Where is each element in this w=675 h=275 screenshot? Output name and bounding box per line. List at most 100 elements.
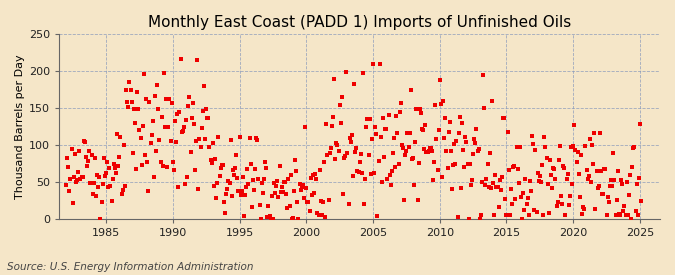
Point bbox=[387, 169, 398, 173]
Point bbox=[253, 177, 264, 181]
Point bbox=[236, 189, 247, 194]
Point bbox=[63, 165, 74, 169]
Point bbox=[270, 191, 281, 195]
Point bbox=[104, 166, 115, 171]
Point bbox=[487, 99, 497, 103]
Point bbox=[116, 192, 127, 196]
Point bbox=[142, 160, 153, 165]
Point bbox=[290, 158, 300, 163]
Point bbox=[75, 177, 86, 182]
Point bbox=[70, 152, 80, 156]
Point bbox=[176, 130, 187, 134]
Point bbox=[614, 211, 624, 216]
Point bbox=[222, 187, 233, 192]
Point bbox=[530, 147, 541, 152]
Point bbox=[471, 127, 482, 131]
Point bbox=[317, 213, 327, 218]
Point bbox=[171, 140, 182, 144]
Point bbox=[512, 167, 523, 172]
Point bbox=[250, 167, 261, 171]
Point bbox=[352, 169, 363, 174]
Point bbox=[140, 153, 151, 157]
Point bbox=[516, 217, 527, 221]
Point bbox=[540, 145, 551, 150]
Point bbox=[440, 116, 451, 120]
Point bbox=[522, 196, 533, 200]
Point bbox=[480, 183, 491, 187]
Point bbox=[311, 177, 322, 182]
Point bbox=[209, 183, 219, 188]
Point bbox=[148, 175, 159, 179]
Point bbox=[190, 168, 200, 172]
Point bbox=[535, 174, 545, 178]
Point bbox=[353, 170, 364, 174]
Point bbox=[291, 168, 302, 173]
Point bbox=[101, 171, 111, 175]
Point bbox=[348, 174, 358, 178]
Point bbox=[581, 167, 592, 172]
Point bbox=[384, 173, 395, 177]
Point bbox=[261, 166, 271, 170]
Point bbox=[514, 145, 525, 150]
Point bbox=[82, 164, 92, 168]
Point bbox=[293, 217, 304, 221]
Point bbox=[73, 170, 84, 174]
Title: Monthly East Coast (PADD 1) Imports of Unfinished Oils: Monthly East Coast (PADD 1) Imports of U… bbox=[148, 15, 571, 30]
Point bbox=[524, 179, 535, 184]
Point bbox=[492, 185, 503, 190]
Point bbox=[308, 172, 319, 177]
Point bbox=[381, 126, 392, 131]
Point bbox=[548, 165, 559, 170]
Point bbox=[531, 209, 542, 214]
Point bbox=[422, 149, 433, 154]
Point bbox=[442, 166, 453, 170]
Point bbox=[449, 142, 460, 147]
Point bbox=[597, 192, 608, 197]
Point bbox=[137, 124, 148, 128]
Point bbox=[305, 176, 316, 181]
Point bbox=[526, 188, 537, 193]
Point bbox=[128, 151, 138, 156]
Point bbox=[138, 71, 149, 76]
Point bbox=[132, 90, 142, 94]
Point bbox=[157, 164, 168, 168]
Point bbox=[602, 195, 613, 199]
Point bbox=[591, 169, 602, 174]
Point bbox=[485, 185, 496, 190]
Point bbox=[105, 184, 116, 188]
Point bbox=[188, 101, 198, 105]
Point bbox=[121, 87, 132, 92]
Point bbox=[430, 103, 441, 108]
Point bbox=[97, 182, 108, 187]
Point bbox=[511, 145, 522, 149]
Point bbox=[315, 198, 326, 203]
Point bbox=[549, 166, 560, 171]
Point bbox=[482, 162, 493, 166]
Point bbox=[166, 100, 177, 105]
Point bbox=[399, 198, 410, 202]
Point bbox=[342, 151, 353, 155]
Point bbox=[83, 159, 94, 163]
Point bbox=[360, 177, 371, 181]
Point bbox=[151, 149, 161, 153]
Point bbox=[310, 172, 321, 176]
Point bbox=[211, 196, 221, 200]
Point bbox=[588, 161, 599, 166]
Point bbox=[444, 120, 455, 124]
Point bbox=[529, 208, 540, 213]
Point bbox=[533, 178, 544, 183]
Point bbox=[543, 211, 554, 215]
Point bbox=[557, 201, 568, 206]
Point bbox=[317, 200, 328, 204]
Point bbox=[213, 134, 224, 139]
Point bbox=[425, 145, 436, 150]
Point bbox=[240, 192, 250, 197]
Point bbox=[370, 125, 381, 130]
Point bbox=[229, 173, 240, 177]
Point bbox=[566, 144, 576, 149]
Point bbox=[559, 165, 570, 170]
Point bbox=[434, 77, 445, 82]
Point bbox=[231, 153, 242, 157]
Point bbox=[401, 149, 412, 153]
Point bbox=[404, 131, 415, 135]
